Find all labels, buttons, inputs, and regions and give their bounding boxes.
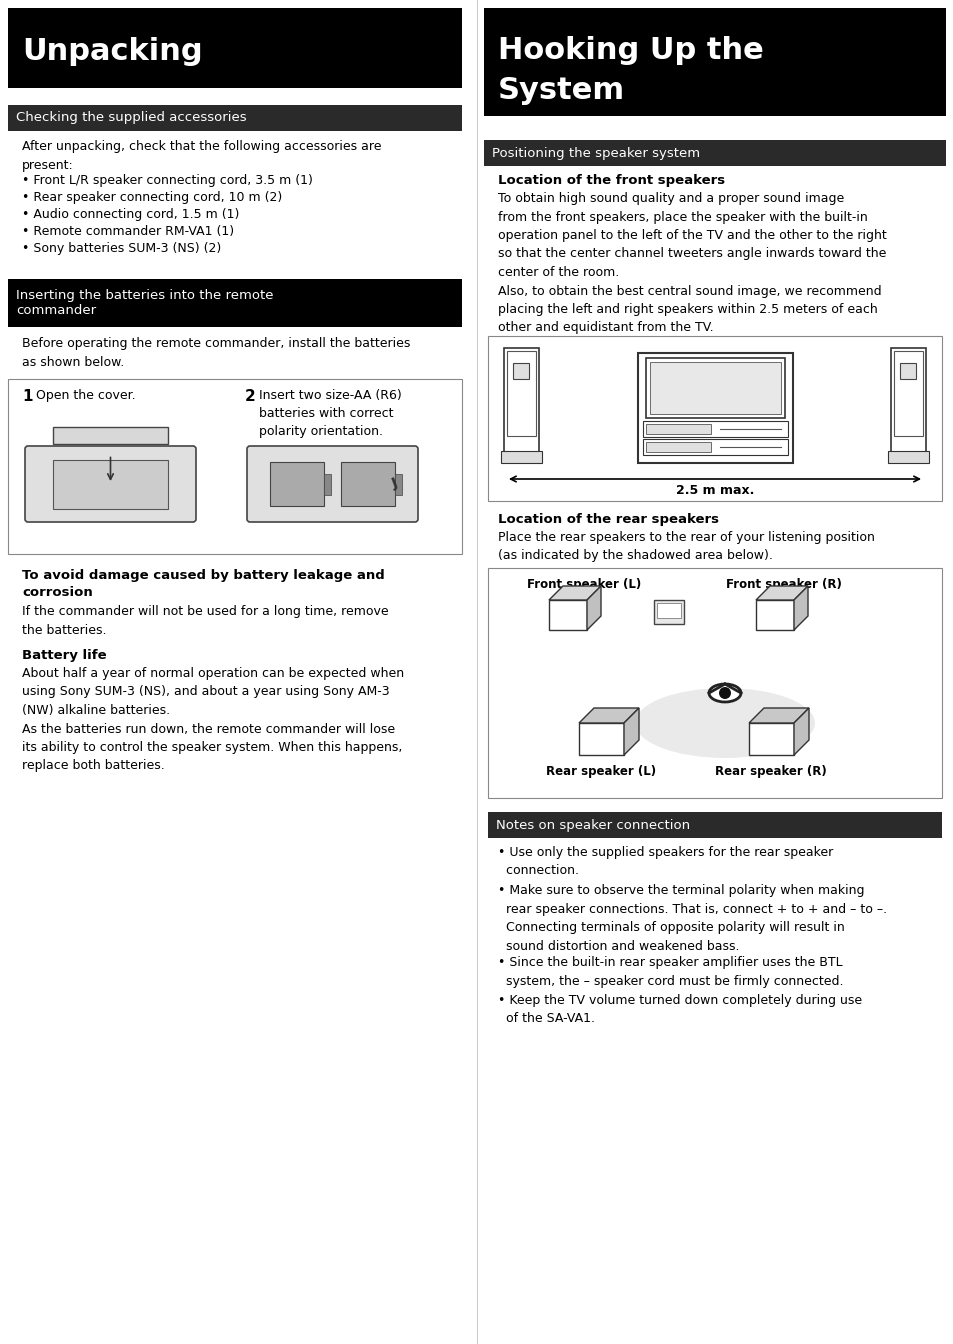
Bar — [755, 599, 793, 630]
Bar — [513, 363, 529, 379]
Text: Battery life: Battery life — [22, 649, 107, 663]
Text: Rear speaker (R): Rear speaker (R) — [715, 765, 826, 778]
Bar — [483, 140, 945, 167]
Polygon shape — [793, 708, 808, 755]
Text: Open the cover.: Open the cover. — [36, 388, 135, 402]
Text: Before operating the remote commander, install the batteries
as shown below.: Before operating the remote commander, i… — [22, 337, 410, 368]
Bar — [483, 8, 945, 116]
Bar — [642, 421, 787, 437]
Text: J: J — [390, 477, 399, 492]
Bar — [324, 473, 331, 495]
Bar — [748, 723, 793, 755]
Bar — [500, 452, 541, 462]
Bar — [893, 351, 923, 435]
Text: Rear speaker (L): Rear speaker (L) — [545, 765, 656, 778]
Bar — [899, 363, 915, 379]
Bar — [270, 461, 324, 507]
Text: To avoid damage caused by battery leakage and
corrosion: To avoid damage caused by battery leakag… — [22, 569, 384, 599]
Bar — [52, 460, 168, 508]
Text: If the commander will not be used for a long time, remove
the batteries.: If the commander will not be used for a … — [22, 605, 388, 637]
Bar — [578, 723, 623, 755]
Text: Unpacking: Unpacking — [22, 38, 202, 66]
Ellipse shape — [635, 688, 814, 758]
Bar — [887, 452, 928, 462]
Text: Front speaker (L): Front speaker (L) — [526, 578, 640, 591]
Bar — [890, 348, 925, 462]
Text: After unpacking, check that the following accessories are
present:: After unpacking, check that the followin… — [22, 140, 381, 172]
Polygon shape — [52, 427, 168, 444]
Bar — [8, 105, 461, 130]
Bar — [642, 439, 787, 456]
Text: • Remote commander RM-VA1 (1): • Remote commander RM-VA1 (1) — [22, 224, 233, 238]
Text: About half a year of normal operation can be expected when
using Sony SUM-3 (NS): About half a year of normal operation ca… — [22, 667, 404, 773]
Ellipse shape — [708, 684, 740, 702]
Text: Location of the rear speakers: Location of the rear speakers — [497, 513, 719, 526]
Text: • Front L/R speaker connecting cord, 3.5 m (1): • Front L/R speaker connecting cord, 3.5… — [22, 173, 313, 187]
Text: Insert two size-AA (R6)
batteries with correct
polarity orientation.: Insert two size-AA (R6) batteries with c… — [258, 388, 401, 438]
Polygon shape — [755, 586, 807, 599]
Bar — [488, 336, 941, 501]
Bar — [657, 603, 680, 618]
FancyBboxPatch shape — [247, 446, 417, 521]
Bar — [340, 461, 395, 507]
Bar — [488, 812, 941, 839]
Text: • Keep the TV volume turned down completely during use
  of the SA-VA1.: • Keep the TV volume turned down complet… — [497, 995, 862, 1025]
Bar — [488, 569, 941, 798]
Text: 2: 2 — [245, 388, 255, 405]
Bar — [506, 351, 536, 435]
Text: • Make sure to observe the terminal polarity when making
  rear speaker connecti: • Make sure to observe the terminal pola… — [497, 884, 886, 953]
Bar — [638, 353, 792, 462]
Bar — [8, 379, 461, 554]
Bar — [503, 348, 538, 462]
Text: • Rear speaker connecting cord, 10 m (2): • Rear speaker connecting cord, 10 m (2) — [22, 191, 282, 204]
Text: 2.5 m max.: 2.5 m max. — [675, 484, 754, 497]
Text: Checking the supplied accessories: Checking the supplied accessories — [16, 112, 247, 125]
FancyBboxPatch shape — [25, 446, 195, 521]
Bar — [645, 358, 784, 418]
Text: Positioning the speaker system: Positioning the speaker system — [492, 146, 700, 160]
Text: • Use only the supplied speakers for the rear speaker
  connection.: • Use only the supplied speakers for the… — [497, 845, 832, 878]
Polygon shape — [623, 708, 639, 755]
Text: • Since the built-in rear speaker amplifier uses the BTL
  system, the – speaker: • Since the built-in rear speaker amplif… — [497, 956, 842, 988]
Text: Front speaker (R): Front speaker (R) — [725, 578, 841, 591]
Bar — [654, 599, 683, 624]
Bar — [8, 280, 461, 327]
Text: To obtain high sound quality and a proper sound image
from the front speakers, p: To obtain high sound quality and a prope… — [497, 192, 886, 335]
Bar — [645, 442, 710, 452]
Bar — [8, 8, 461, 87]
Bar — [645, 423, 710, 434]
Text: System: System — [497, 77, 624, 105]
Bar — [395, 473, 401, 495]
Bar — [548, 599, 586, 630]
Polygon shape — [578, 708, 639, 723]
Text: Place the rear speakers to the rear of your listening position
(as indicated by : Place the rear speakers to the rear of y… — [497, 531, 874, 563]
Text: Notes on speaker connection: Notes on speaker connection — [496, 818, 689, 832]
Text: • Audio connecting cord, 1.5 m (1): • Audio connecting cord, 1.5 m (1) — [22, 208, 239, 220]
Bar — [649, 362, 781, 414]
Text: • Sony batteries SUM-3 (NS) (2): • Sony batteries SUM-3 (NS) (2) — [22, 242, 221, 255]
Text: Hooking Up the: Hooking Up the — [497, 36, 763, 65]
Circle shape — [719, 687, 730, 699]
Polygon shape — [548, 586, 600, 599]
Polygon shape — [748, 708, 808, 723]
Text: 1: 1 — [22, 388, 32, 405]
Text: Location of the front speakers: Location of the front speakers — [497, 173, 724, 187]
Polygon shape — [793, 586, 807, 630]
Polygon shape — [586, 586, 600, 630]
Text: Inserting the batteries into the remote
commander: Inserting the batteries into the remote … — [16, 289, 274, 317]
